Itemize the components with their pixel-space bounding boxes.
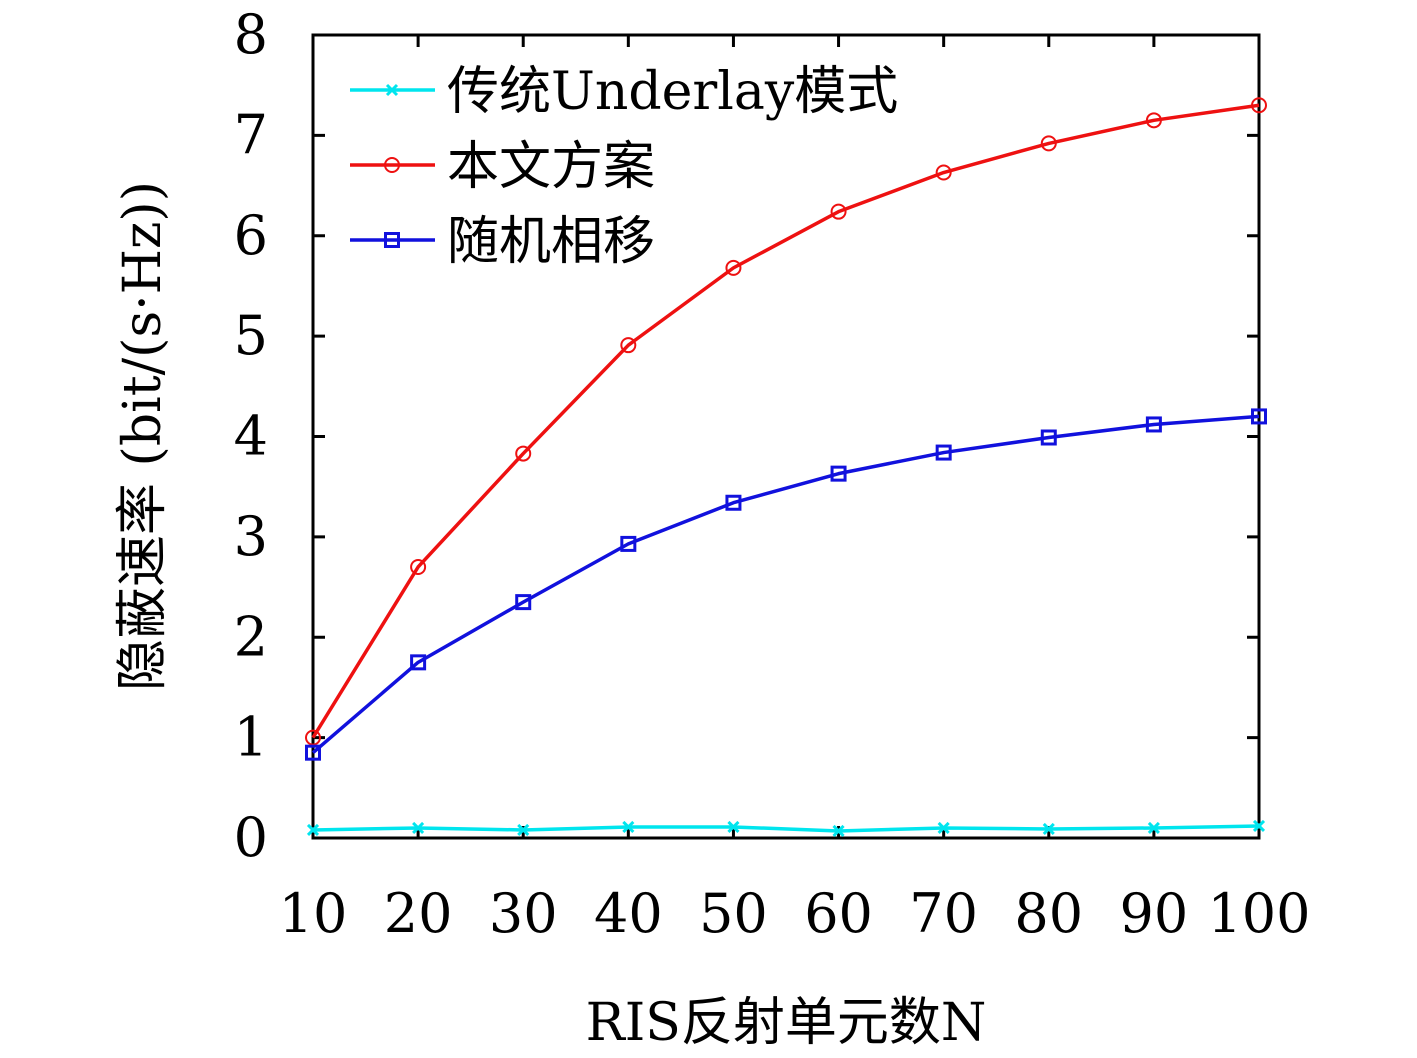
x-tick-label: 70 (909, 882, 978, 945)
data-point (517, 823, 530, 837)
y-tick-label: 6 (234, 204, 268, 267)
data-point (515, 594, 532, 611)
legend-swatch-marker (385, 83, 399, 97)
y-tick-label: 5 (234, 304, 268, 367)
data-point (937, 821, 950, 835)
series-square (305, 408, 1267, 761)
data-point (1145, 416, 1162, 433)
series-line (311, 414, 1260, 755)
data-point (725, 494, 742, 511)
legend-entry: 传统Underlay模式 (350, 62, 898, 122)
series-circle (305, 97, 1267, 746)
y-tick-label: 2 (234, 605, 268, 668)
data-point (305, 744, 321, 761)
series-line (311, 103, 1260, 739)
legend-label: 本文方案 (447, 137, 655, 197)
legend-swatch-marker (384, 232, 400, 248)
data-point (935, 164, 952, 181)
data-point (1145, 112, 1162, 129)
data-point (515, 445, 532, 462)
y-axis-label: 隐蔽速率 (bit/(s·Hz)) (113, 181, 173, 691)
data-point (1251, 408, 1267, 425)
data-point (725, 259, 742, 276)
data-point (620, 337, 637, 354)
x-tick-label: 80 (1014, 882, 1083, 945)
x-tick-label: 40 (594, 882, 663, 945)
x-tick-label: 20 (384, 882, 453, 945)
data-point (622, 820, 635, 834)
y-tick-label: 7 (234, 103, 268, 166)
legend-swatch-marker (384, 157, 400, 173)
data-point (620, 535, 637, 552)
data-point (727, 820, 740, 834)
series-layer (305, 97, 1267, 838)
y-tick-label: 8 (234, 3, 268, 66)
data-point (410, 558, 427, 575)
legend-entry: 本文方案 (350, 137, 655, 197)
y-tick-label: 3 (234, 505, 268, 568)
data-point (1252, 819, 1266, 833)
y-tick-label: 4 (234, 405, 268, 468)
x-tick-label: 30 (489, 882, 558, 945)
series-line (312, 824, 1260, 833)
y-tick-label: 0 (234, 806, 268, 869)
series-x (306, 819, 1266, 838)
axis-ticks: 10 20 30 40 50 60 70 80 90 100 0 1 2 3 4 5 6 7 8 (234, 3, 1311, 945)
data-point (306, 823, 320, 837)
legend-entry: 随机相移 (350, 212, 655, 272)
data-point (412, 821, 425, 835)
data-point (1147, 821, 1160, 835)
y-tick-label: 1 (234, 706, 268, 769)
legend-label: 随机相移 (447, 212, 655, 272)
data-point (832, 824, 845, 838)
data-point (1040, 429, 1057, 446)
x-tick-label: 50 (699, 882, 768, 945)
data-point (830, 465, 847, 482)
data-point (1040, 135, 1057, 152)
x-tick-label: 60 (804, 882, 873, 945)
x-tick-label: 90 (1120, 882, 1189, 945)
data-point (830, 203, 847, 220)
x-tick-label: 100 (1207, 882, 1310, 945)
data-point (1251, 97, 1267, 114)
legend-label: 传统Underlay模式 (447, 62, 898, 122)
data-point (935, 444, 952, 461)
data-point (410, 654, 427, 671)
data-point (1042, 822, 1055, 836)
x-tick-label: 10 (279, 882, 348, 945)
x-axis-label: RIS反射单元数N (586, 993, 987, 1053)
data-point (305, 729, 321, 746)
